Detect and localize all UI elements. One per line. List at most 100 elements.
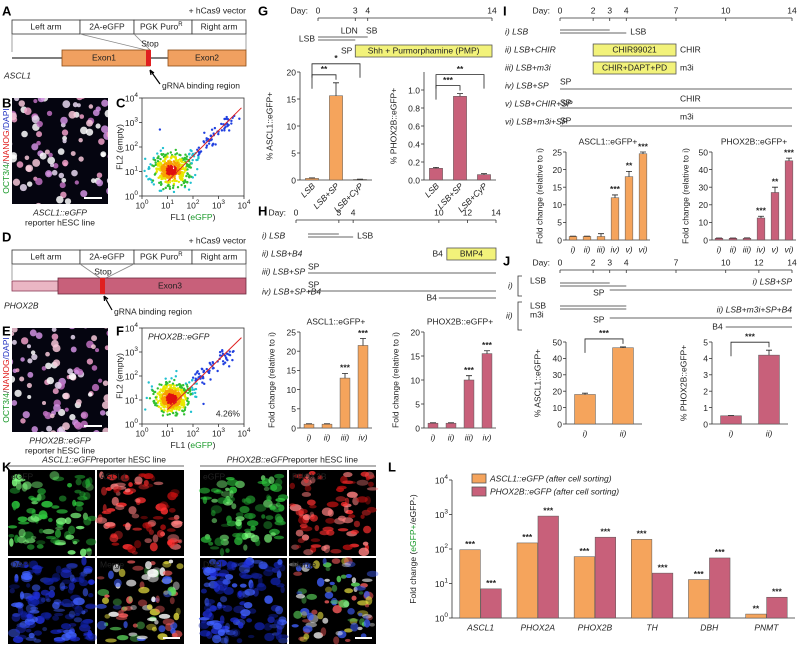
cell <box>114 70 121 77</box>
x-tick-label: iv) <box>483 432 492 442</box>
signal <box>12 636 24 643</box>
cell <box>125 389 130 394</box>
signal <box>102 597 109 604</box>
signal <box>28 632 35 639</box>
cell <box>130 109 135 114</box>
signal <box>112 564 121 573</box>
caption: ASCL1::eGFP <box>32 207 87 217</box>
cell <box>48 65 54 71</box>
density-dot <box>226 358 229 362</box>
bar <box>574 394 596 425</box>
density-dot <box>170 386 173 390</box>
cell <box>67 316 74 323</box>
signal <box>67 482 73 488</box>
signal <box>216 480 228 489</box>
signal <box>263 521 273 530</box>
signal <box>106 508 116 512</box>
density-dot <box>180 388 184 392</box>
day-number: 2 <box>591 257 596 267</box>
density-dot <box>164 162 167 165</box>
density-dot <box>154 161 157 164</box>
x-tick-label: vi) <box>639 244 648 254</box>
density-dot <box>182 413 186 416</box>
density-dot <box>167 400 171 404</box>
signal <box>79 548 87 557</box>
signal <box>205 599 215 605</box>
cell <box>16 161 24 168</box>
superscript: 3 <box>221 427 225 434</box>
density-dot <box>159 395 162 399</box>
label-part: ) <box>213 212 216 222</box>
signal <box>219 548 225 557</box>
cell <box>30 350 36 355</box>
density-dot <box>186 399 189 403</box>
signal <box>149 608 161 616</box>
signal <box>302 476 309 481</box>
panel-letter: F <box>116 323 124 338</box>
signal <box>216 573 228 577</box>
superscript: 4 <box>444 474 448 481</box>
cell <box>12 339 17 345</box>
signal <box>130 604 137 611</box>
cell <box>64 198 72 204</box>
stain-label: OCT3/4/NANOG/DAPI <box>1 337 11 423</box>
label: LSB <box>530 300 546 310</box>
y-tick-label: 50 <box>699 147 709 157</box>
signal <box>30 599 37 605</box>
density-dot <box>222 362 225 366</box>
density-dot <box>224 356 228 359</box>
cell <box>31 115 40 124</box>
error-bar <box>309 177 315 179</box>
cell <box>69 75 73 79</box>
density-dot <box>182 181 186 185</box>
signal <box>293 571 303 576</box>
signal <box>99 471 104 480</box>
density-dot <box>161 146 165 150</box>
density-dot <box>202 402 205 406</box>
density-dot <box>169 400 172 404</box>
density-dot <box>159 399 162 403</box>
density-dot <box>147 165 151 169</box>
cell <box>137 81 141 85</box>
signal <box>120 474 130 482</box>
cell <box>77 431 81 432</box>
signal <box>309 511 315 518</box>
cell <box>93 205 98 210</box>
density-dot <box>165 398 169 402</box>
signal <box>111 542 120 546</box>
superscript: 1 <box>170 199 174 206</box>
cell <box>49 69 57 77</box>
label: SP <box>560 97 572 107</box>
x-tick-label: v) <box>771 244 778 254</box>
signal <box>168 517 179 521</box>
signal <box>345 574 352 579</box>
density-dot <box>166 410 169 413</box>
density-dot <box>228 350 231 353</box>
density-dot <box>189 410 193 414</box>
signal <box>132 565 144 571</box>
cell <box>104 328 108 329</box>
x-tick-label: 101 <box>161 427 174 439</box>
signal <box>337 485 347 490</box>
density-dot <box>172 182 176 186</box>
cell <box>68 110 77 119</box>
signal <box>323 544 331 554</box>
signal <box>225 548 230 553</box>
signal <box>288 562 299 567</box>
density-dot <box>174 406 177 409</box>
density-dot <box>184 153 187 156</box>
signal <box>86 547 92 557</box>
signal <box>58 495 67 502</box>
density-dot <box>162 187 165 191</box>
signal <box>278 616 287 623</box>
cell <box>127 363 133 369</box>
signal <box>134 476 143 485</box>
cell <box>26 181 33 187</box>
label: BMP4 <box>460 248 483 258</box>
signal <box>154 619 159 625</box>
label: B4 <box>712 321 723 331</box>
density-dot <box>217 132 220 136</box>
cell <box>71 169 78 177</box>
density-dot <box>185 155 189 158</box>
stain-label: OCT3/4/NANOG/DAPI <box>1 108 11 194</box>
